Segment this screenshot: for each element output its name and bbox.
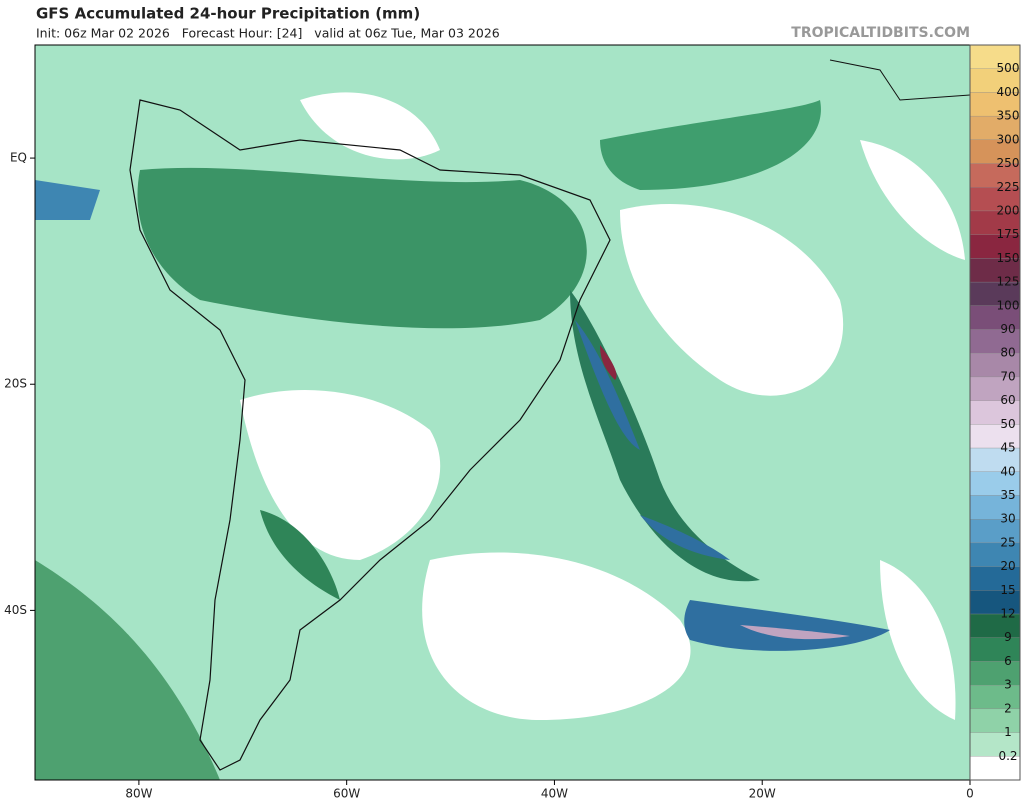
title: GFS Accumulated 24-hour Precipitation (m… [36, 5, 420, 23]
map [34, 44, 971, 781]
colorbar-label: 500 [997, 61, 1020, 75]
colorbar-label: 6 [1004, 654, 1012, 668]
lat-label: 20S [4, 377, 27, 391]
lon-label: 80W [125, 787, 152, 800]
colorbar-label: 40 [1000, 464, 1015, 478]
colorbar-label: 0.2 [998, 749, 1017, 763]
colorbar-label: 3 [1004, 678, 1012, 692]
colorbar-swatch [969, 708, 1021, 733]
colorbar-label: 225 [997, 180, 1020, 194]
lon-label: 60W [333, 787, 360, 800]
colorbar-label: 35 [1000, 488, 1015, 502]
colorbar-label: 400 [997, 85, 1020, 99]
colorbar-label: 2 [1004, 701, 1012, 715]
colorbar-swatch [969, 685, 1021, 710]
colorbar-label: 250 [997, 156, 1020, 170]
colorbar-swatch [969, 661, 1021, 686]
colorbar-frame [969, 44, 1021, 781]
colorbar-swatch [969, 637, 1021, 662]
colorbar-label: 90 [1000, 322, 1015, 336]
colorbar-label: 100 [997, 298, 1020, 312]
colorbar-label: 20 [1000, 559, 1015, 573]
colorbar-label: 9 [1004, 630, 1012, 644]
colorbar-label: 30 [1000, 512, 1015, 526]
colorbar-label: 1 [1004, 725, 1012, 739]
colorbar-label: 60 [1000, 393, 1015, 407]
lon-label: 20W [749, 787, 776, 800]
colorbar-label: 25 [1000, 535, 1015, 549]
colorbar-label: 45 [1000, 441, 1015, 455]
lat-label: EQ [10, 151, 27, 165]
colorbar-label: 150 [997, 251, 1020, 265]
lon-label: 0 [966, 787, 974, 800]
colorbar-label: 70 [1000, 369, 1015, 383]
subtitle: Init: 06z Mar 02 2026 Forecast Hour: [24… [36, 26, 500, 41]
colorbar-label: 50 [1000, 417, 1015, 431]
colorbar-label: 300 [997, 132, 1020, 146]
colorbar-label: 12 [1000, 607, 1015, 621]
colorbar-label: 175 [997, 227, 1020, 241]
lon-label: 40W [541, 787, 568, 800]
site: TROPICALTIDBITS.COM [791, 25, 970, 41]
lat-label: 40S [4, 603, 27, 617]
colorbar-label: 200 [997, 203, 1020, 217]
colorbar-label: 125 [997, 275, 1020, 289]
colorbar-label: 80 [1000, 346, 1015, 360]
colorbar-label: 15 [1000, 583, 1015, 597]
colorbar-label: 350 [997, 109, 1020, 123]
